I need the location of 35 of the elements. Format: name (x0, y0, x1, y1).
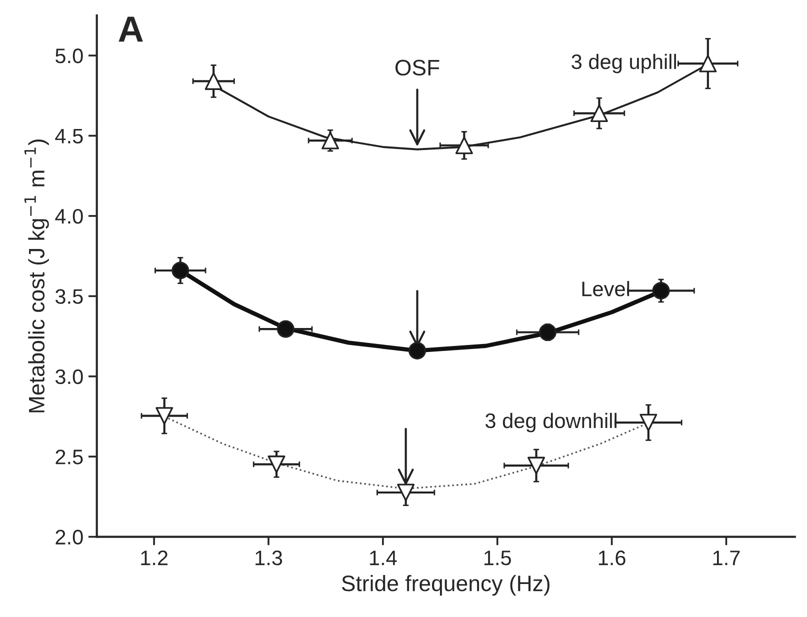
annotation: A (118, 16, 143, 42)
point (268, 456, 286, 474)
point (204, 72, 222, 90)
x-tick-label: 1.6 (598, 550, 626, 566)
x-tick-label: 1.4 (370, 550, 397, 566)
point (699, 54, 717, 72)
point (156, 407, 174, 425)
y-tick-label: 4.5 (55, 128, 83, 144)
point (590, 104, 608, 122)
point (172, 262, 190, 280)
annotation: OSF (395, 60, 440, 76)
x-tick-label: 1.7 (713, 550, 740, 566)
y-tick-label: 3.0 (55, 369, 83, 384)
series-label: Level (582, 280, 630, 296)
y-tick-label: 2.5 (56, 450, 83, 464)
y-axis-title: Metabolic cost (J kg$^{−1}$ m$^{−1}$) (24, 140, 49, 412)
y-tick-label: 4.0 (55, 208, 83, 224)
point (538, 324, 556, 342)
point (276, 320, 294, 338)
point (640, 414, 658, 432)
x-axis-title: Stride frequency (Hz) (342, 574, 550, 596)
point (397, 484, 415, 502)
x-tick-label: 1.3 (256, 550, 282, 566)
y-tick-label: 5.0 (56, 48, 83, 64)
x-tick-label: 1.2 (141, 550, 168, 566)
point (322, 132, 340, 150)
y-tick-label: 2.0 (56, 530, 83, 545)
point (408, 342, 426, 360)
point (528, 456, 546, 474)
x-tick-label: 1.5 (484, 550, 511, 566)
point (455, 136, 473, 154)
point (652, 282, 670, 300)
series-label: 3 deg uphill (572, 54, 676, 74)
series-label: 3 deg downhill (485, 412, 616, 432)
y-tick-label: 3.5 (55, 289, 83, 304)
